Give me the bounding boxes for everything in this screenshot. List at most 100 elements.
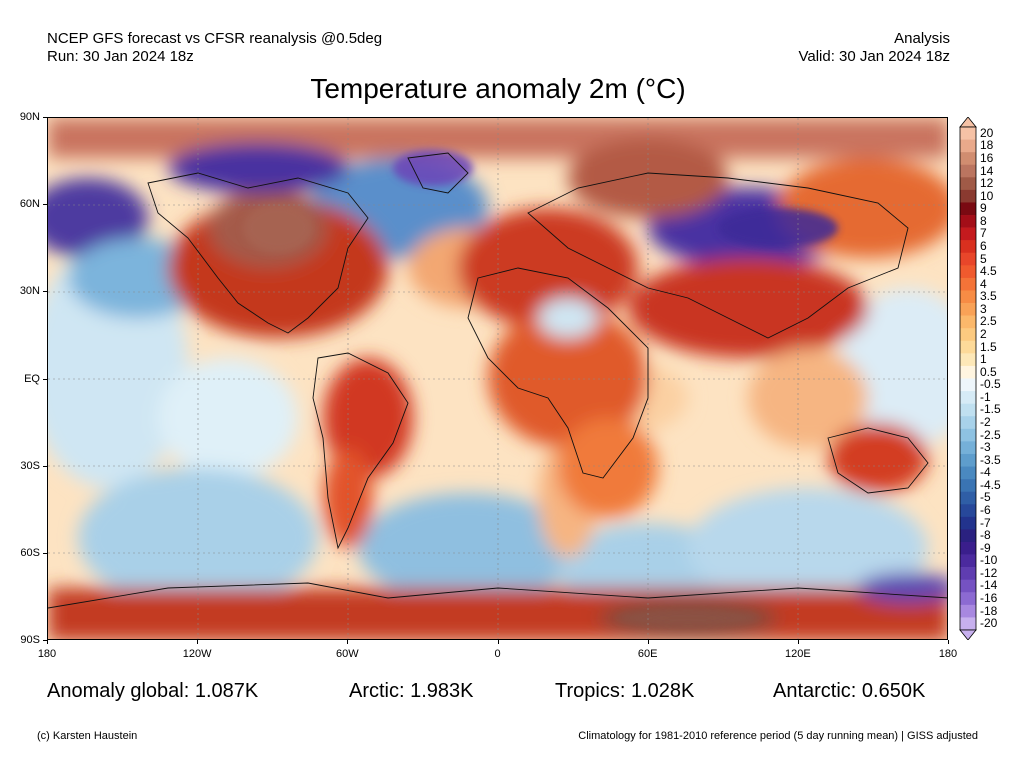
latitude-label: 30S xyxy=(20,459,40,472)
colorbar-swatch xyxy=(960,617,976,631)
map-gridlines xyxy=(48,118,947,639)
colorbar-swatch xyxy=(960,541,976,555)
header-right: Analysis Valid: 30 Jan 2024 18z xyxy=(798,30,950,66)
stat-arctic: Arctic: 1.983K xyxy=(349,680,474,702)
colorbar-swatch xyxy=(960,378,976,392)
colorbar-swatch xyxy=(960,315,976,329)
longitude-tick xyxy=(47,640,48,644)
colorbar-label: 1 xyxy=(980,352,987,367)
header-left: NCEP GFS forecast vs CFSR reanalysis @0.… xyxy=(47,30,382,66)
colorbar-label: -14 xyxy=(980,578,998,593)
colorbar-label: -0.5 xyxy=(980,377,1001,392)
latitude-label: 60S xyxy=(20,546,40,559)
colorbar-arrow-up xyxy=(959,116,977,128)
colorbar-label: -7 xyxy=(980,515,991,530)
colorbar-swatch xyxy=(960,491,976,505)
colorbar-label: 9 xyxy=(980,201,987,216)
latitude-label: EQ xyxy=(24,372,40,385)
colorbar-swatch xyxy=(960,164,976,178)
stat-global: Anomaly global: 1.087K xyxy=(47,680,259,702)
latitude-tick xyxy=(43,291,47,292)
stat-antarctic: Antarctic: 0.650K xyxy=(773,680,926,702)
map-title: Temperature anomaly 2m (°C) xyxy=(310,73,686,104)
latitude-tick xyxy=(43,466,47,467)
colorbar-swatch xyxy=(960,453,976,467)
colorbar-swatch xyxy=(960,240,976,254)
longitude-label: 120W xyxy=(182,648,212,660)
map-svg xyxy=(48,118,947,639)
longitude-tick xyxy=(948,640,949,644)
colorbar-label: -3 xyxy=(980,440,991,455)
stat-tropics: Tropics: 1.028K xyxy=(555,680,695,702)
colorbar-label: -12 xyxy=(980,565,998,580)
latitude-label: 30N xyxy=(19,285,40,298)
colorbar-label: -5 xyxy=(980,490,991,505)
colorbar-swatch xyxy=(960,416,976,430)
colorbar-label: 2.5 xyxy=(980,314,997,329)
colorbar-label: 0.5 xyxy=(980,364,997,379)
colorbar-swatch xyxy=(960,202,976,216)
colorbar-swatch xyxy=(960,227,976,241)
latitude-label: 90N xyxy=(19,111,40,123)
footer-note: Climatology for 1981-2010 reference peri… xyxy=(578,730,978,742)
coastlines xyxy=(48,152,947,609)
colorbar-label: -2.5 xyxy=(980,427,1001,442)
colorbar-swatch xyxy=(960,277,976,291)
colorbar-label: 2 xyxy=(980,326,987,341)
colorbar-swatch xyxy=(960,328,976,342)
colorbar-label: 14 xyxy=(980,163,994,178)
colorbar-swatch xyxy=(960,177,976,191)
colorbar-swatch xyxy=(960,391,976,404)
anomaly-field xyxy=(48,118,947,639)
longitude-tick xyxy=(648,640,649,644)
colorbar-label: 1.5 xyxy=(980,339,997,354)
longitude-tick xyxy=(498,640,499,644)
longitude-tick xyxy=(197,640,198,644)
footer-credit: (c) Karsten Haustein xyxy=(37,730,138,742)
colorbar-label: -10 xyxy=(980,553,998,568)
colorbar-swatch xyxy=(960,592,976,606)
longitude-label: 120E xyxy=(784,648,811,660)
colorbar-swatch xyxy=(960,303,976,316)
colorbar-swatch xyxy=(960,529,976,543)
anomaly-details xyxy=(243,150,838,628)
colorbar-swatch xyxy=(960,403,976,417)
latitude-tick xyxy=(43,553,47,554)
colorbar-label: -9 xyxy=(980,540,991,555)
colorbar-label: 6 xyxy=(980,238,987,253)
colorbar-arrow-down xyxy=(959,629,977,641)
longitude-label: 60W xyxy=(336,648,359,660)
colorbar-label: -1 xyxy=(980,389,991,404)
colorbar-label: -18 xyxy=(980,603,998,618)
colorbar-swatch xyxy=(960,340,976,354)
longitude-label: 180 xyxy=(37,648,57,660)
latitude-label: 60N xyxy=(19,198,40,211)
model-description: NCEP GFS forecast vs CFSR reanalysis @0.… xyxy=(47,30,383,47)
latitude-label: 90S xyxy=(20,634,40,646)
longitude-label: 0 xyxy=(494,648,501,660)
latitude-tick xyxy=(43,117,47,118)
colorbar-swatch xyxy=(960,579,976,593)
colorbar-label: 12 xyxy=(980,176,994,191)
colorbar-swatch xyxy=(960,290,976,304)
colorbar-label: -16 xyxy=(980,591,998,606)
latitude-tick xyxy=(43,379,47,380)
colorbar-label: -3.5 xyxy=(980,452,1001,467)
colorbar-label: 3 xyxy=(980,301,987,316)
colorbar-label: 5 xyxy=(980,251,987,266)
colorbar-swatch xyxy=(960,353,976,367)
colorbar xyxy=(958,116,978,641)
colorbar-swatch xyxy=(960,152,976,166)
run-time: Run: 30 Jan 2024 18z xyxy=(47,48,194,65)
valid-time: Valid: 30 Jan 2024 18z xyxy=(798,48,950,65)
colorbar-swatch xyxy=(960,365,976,379)
colorbar-svg xyxy=(959,116,977,641)
analysis-label: Analysis xyxy=(894,30,950,47)
colorbar-swatch xyxy=(960,554,976,568)
colorbar-swatch xyxy=(960,215,976,228)
colorbar-swatch xyxy=(960,441,976,455)
colorbar-label: -6 xyxy=(980,503,991,518)
longitude-tick xyxy=(798,640,799,644)
colorbar-label: 10 xyxy=(980,188,994,203)
colorbar-swatch xyxy=(960,466,976,480)
